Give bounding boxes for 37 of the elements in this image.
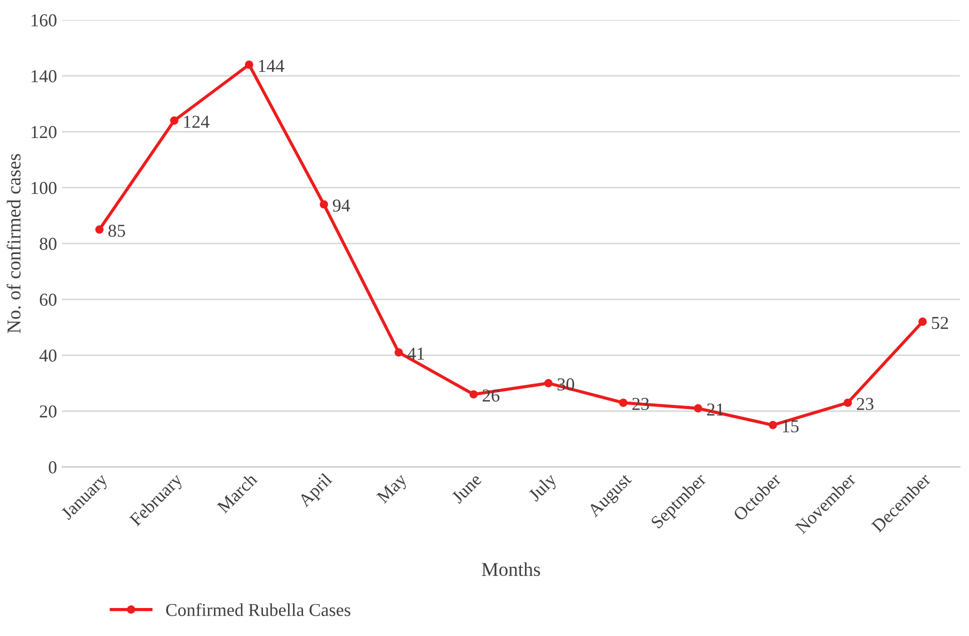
point xyxy=(619,398,628,407)
legend-label: Confirmed Rubella Cases xyxy=(166,603,350,616)
y-tick-label: 40 xyxy=(39,350,56,362)
point xyxy=(170,116,178,125)
y-tick-label: 140 xyxy=(32,70,56,82)
y-tick-label: 20 xyxy=(40,405,56,418)
point xyxy=(320,200,328,209)
data-label: 144 xyxy=(259,60,284,72)
point xyxy=(844,398,852,407)
data-label: 41 xyxy=(407,348,424,360)
data-label: 94 xyxy=(332,200,350,212)
x-axis-title: Months xyxy=(482,562,540,576)
data-label: 23 xyxy=(632,398,649,410)
x-tick-label: June xyxy=(450,472,482,504)
point xyxy=(95,225,104,234)
y-tick-label: 100 xyxy=(32,182,56,194)
data-label: 15 xyxy=(782,420,799,432)
y-tick-label: 120 xyxy=(32,126,56,138)
point xyxy=(918,318,927,326)
point xyxy=(394,348,403,357)
data-label: 26 xyxy=(482,390,500,402)
point xyxy=(768,420,778,430)
y-axis-title: No. of confirmed cases xyxy=(6,154,21,334)
point xyxy=(244,60,254,69)
data-label: 52 xyxy=(932,316,948,330)
point xyxy=(544,379,553,388)
y-tick-label: 60 xyxy=(40,294,56,306)
data-label: 23 xyxy=(856,398,874,410)
y-tick-label: 80 xyxy=(40,238,56,250)
y-tick-label: 160 xyxy=(32,14,56,26)
data-label: 85 xyxy=(108,224,126,237)
data-label: 124 xyxy=(184,116,210,128)
point xyxy=(469,390,478,399)
x-tick-label: July xyxy=(527,472,560,504)
y-tick-label: 0 xyxy=(48,461,56,474)
point xyxy=(694,404,702,412)
x-tick-label: May xyxy=(376,472,410,506)
